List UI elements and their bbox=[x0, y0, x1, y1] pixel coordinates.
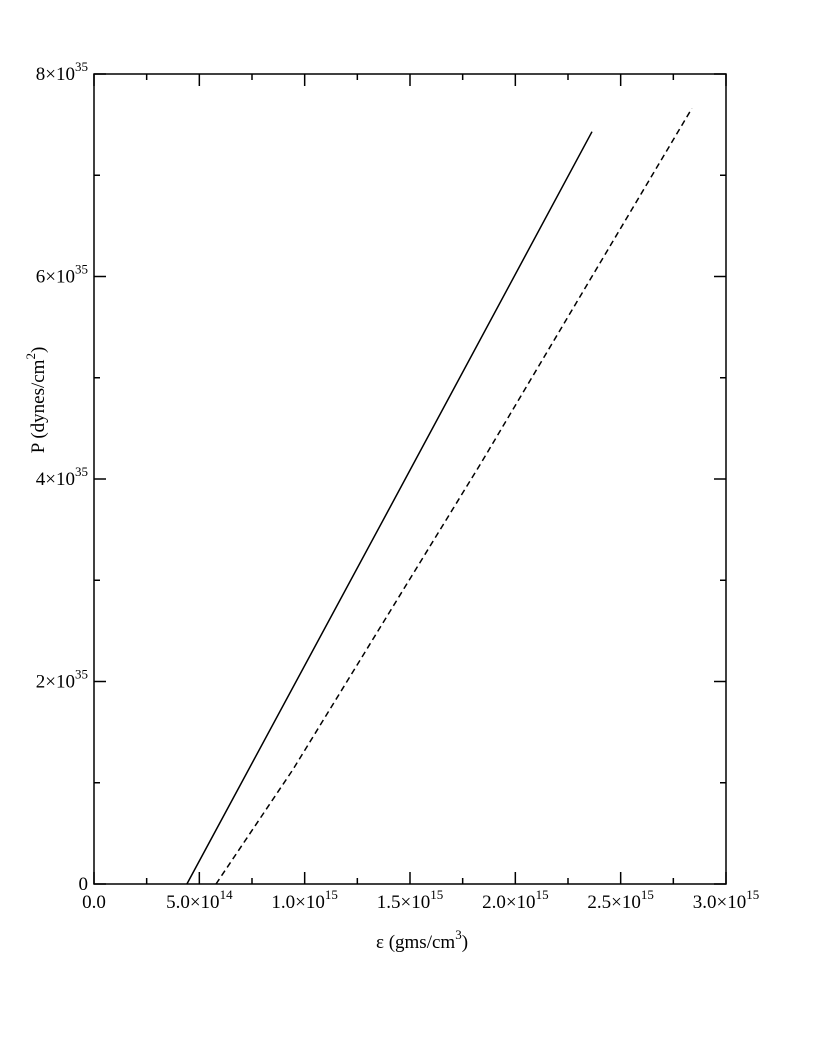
y-axis-label: P (dynes/cm2​) bbox=[23, 347, 49, 454]
y-tick-label: 6×1035​ bbox=[36, 262, 88, 288]
y-tick-label: 0 bbox=[79, 874, 89, 895]
line-series bbox=[186, 131, 593, 885]
y-tick-label: 4×1035​ bbox=[36, 464, 88, 490]
y-tick-label: 2×1035​ bbox=[36, 667, 88, 693]
x-tick-label: 1.5×1015​ bbox=[377, 887, 443, 913]
plot-frame bbox=[93, 73, 727, 885]
x-tick-label: 3.0×1015​ bbox=[693, 887, 759, 913]
x-tick-label: 1.0×1015​ bbox=[271, 887, 337, 913]
x-tick-label: 2.5×1015​ bbox=[587, 887, 653, 913]
line-series bbox=[215, 108, 693, 885]
x-tick-label: 0.0 bbox=[82, 892, 106, 913]
x-tick-label: 5.0×1014​ bbox=[166, 887, 233, 913]
x-axis-label: ε (gms/cm3​) bbox=[376, 927, 468, 953]
x-tick-label: 2.0×1015​ bbox=[482, 887, 548, 913]
y-tick-label: 8×1035​ bbox=[36, 59, 88, 85]
